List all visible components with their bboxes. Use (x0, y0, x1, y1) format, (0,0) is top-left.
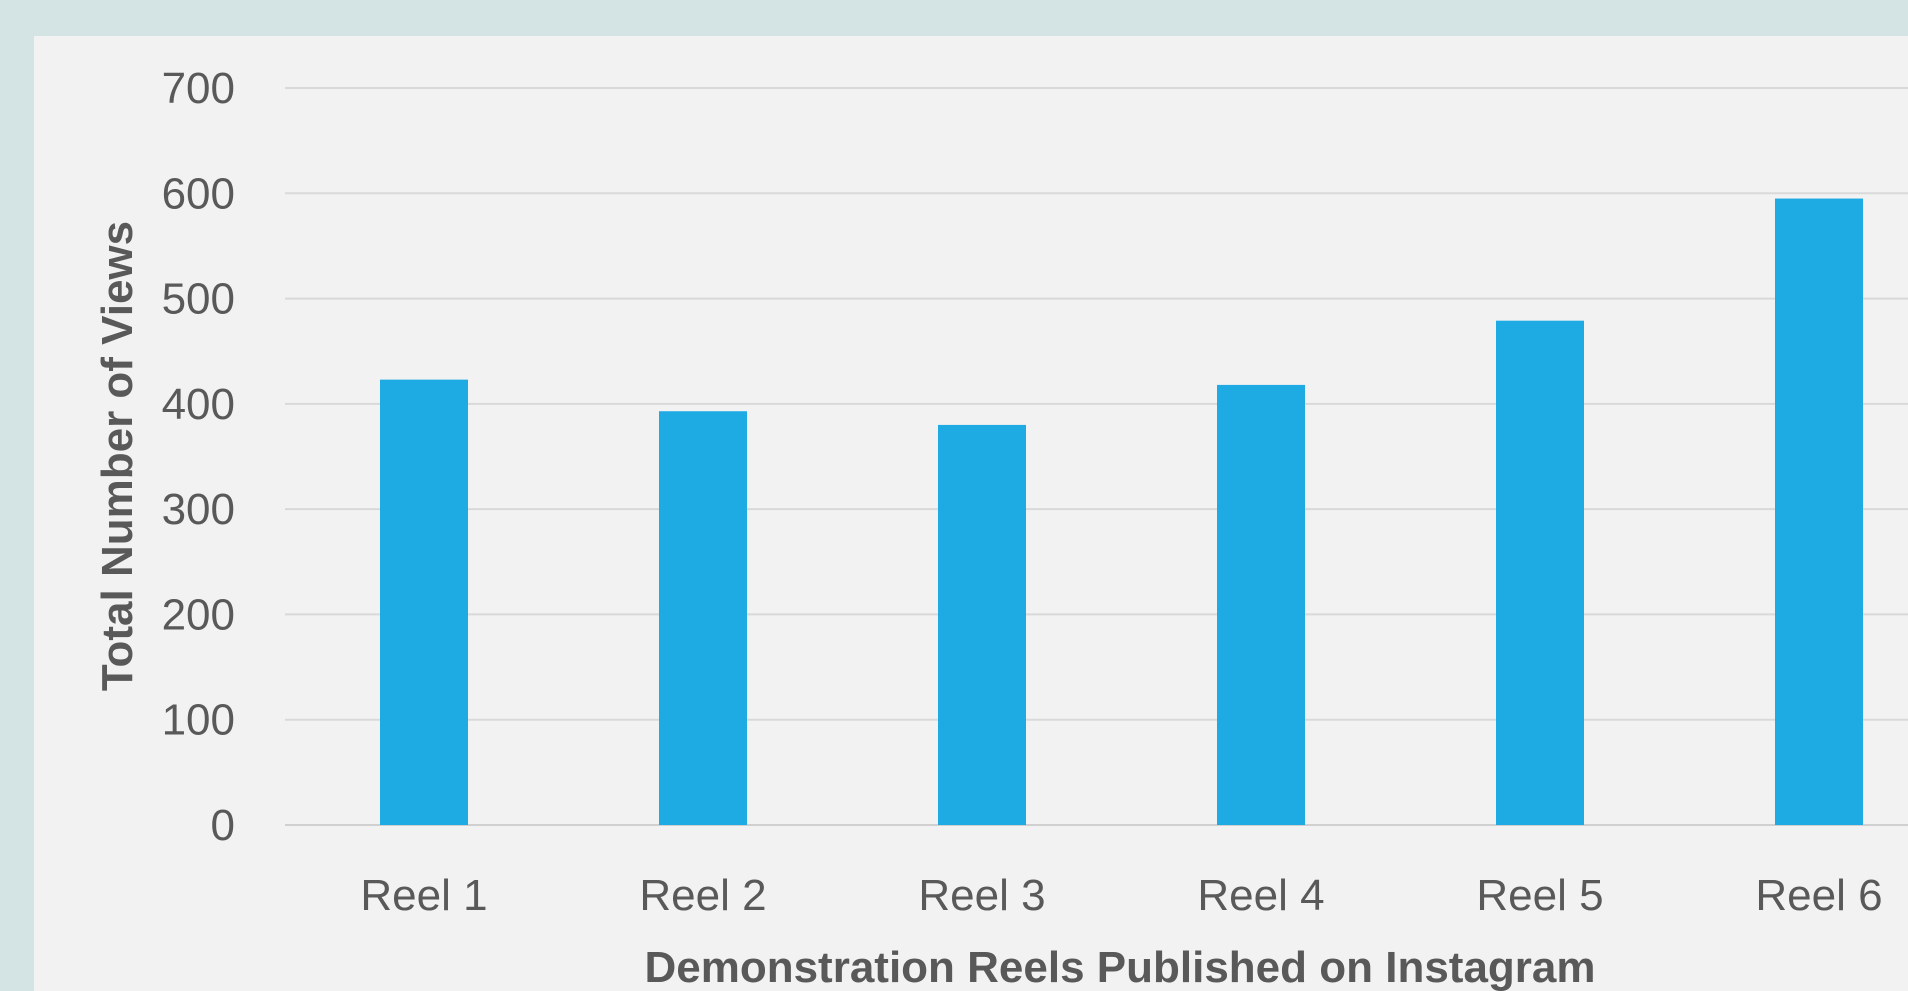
x-tick-label: Reel 6 (1755, 871, 1882, 920)
bar-reel-3 (938, 424, 1026, 825)
x-tick-label: Reel 2 (639, 871, 766, 920)
y-tick-label: 0 (211, 801, 235, 850)
x-tick-label: Reel 4 (1197, 871, 1324, 920)
x-tick-label: Reel 5 (1476, 871, 1603, 920)
y-tick-label: 300 (162, 485, 235, 534)
y-tick-label: 100 (162, 696, 235, 745)
bar-reel-5 (1496, 320, 1584, 825)
y-tick-label: 700 (162, 64, 235, 113)
x-tick-label: Reel 1 (360, 871, 487, 920)
bar-reel-6 (1775, 198, 1863, 826)
y-tick-label: 500 (162, 275, 235, 324)
bars (380, 198, 1863, 826)
y-tick-label: 600 (162, 169, 235, 218)
bar-reel-4 (1217, 384, 1305, 825)
y-tick-label: 400 (162, 380, 235, 429)
x-tick-label: Reel 3 (918, 871, 1045, 920)
y-axis-ticks: 0 100 200 300 400 500 600 700 (162, 64, 235, 850)
y-axis-title: Total Number of Views (93, 221, 142, 691)
y-tick-label: 200 (162, 590, 235, 639)
bar-reel-2 (659, 411, 747, 825)
x-axis-title: Demonstration Reels Published on Instagr… (644, 943, 1595, 991)
gridlines (285, 87, 1908, 826)
bar-reel-1 (380, 379, 468, 825)
x-axis-ticks: Reel 1 Reel 2 Reel 3 Reel 4 Reel 5 Reel 6 (360, 871, 1882, 920)
